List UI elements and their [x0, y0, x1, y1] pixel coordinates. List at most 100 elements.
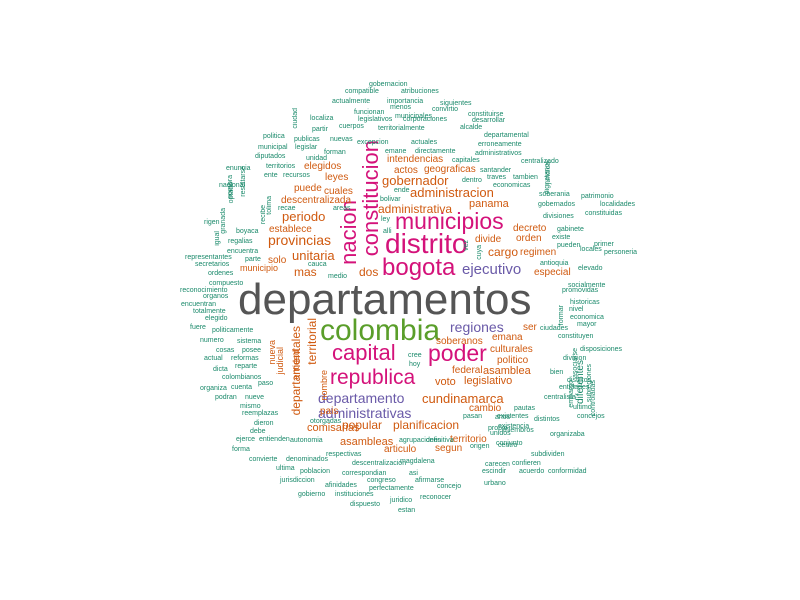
word-entienden: entienden	[259, 436, 290, 443]
word-nombre: nombre	[319, 370, 329, 401]
word-afinidades: afinidades	[325, 482, 357, 489]
word-territorialmente: territorialmente	[378, 125, 425, 132]
word-instituciones: instituciones	[335, 491, 374, 498]
word-totalmente: totalmente	[193, 308, 226, 315]
word-escindir: escindir	[482, 468, 507, 475]
word-gobernados: gobernados	[538, 201, 575, 208]
word-departamento: departamento	[318, 390, 405, 406]
word-numero: numero	[200, 337, 224, 344]
word-funcionan: funcionan	[354, 109, 385, 116]
word-importancia: importancia	[387, 98, 424, 105]
word-dos: dos	[359, 265, 379, 279]
word-dentro: dentro	[462, 177, 482, 184]
word-nombra: nombra	[227, 175, 234, 199]
word-desarrollar: desarrollar	[472, 117, 506, 124]
word-actualmente: actualmente	[332, 98, 371, 105]
word-establece: establece	[269, 224, 312, 235]
word-unidos: unidos	[490, 430, 511, 437]
word-colombianos: colombianos	[222, 374, 262, 381]
word-compatible: compatible	[345, 88, 379, 95]
word-organizaba: organizaba	[550, 431, 585, 438]
word-constituirse: constituirse	[468, 111, 504, 118]
word-cuerpos: cuerpos	[339, 123, 364, 130]
word-afirmarse: afirmarse	[415, 477, 445, 484]
word-gobierno: gobierno	[298, 491, 326, 498]
word-legislativo: legislativo	[464, 375, 513, 387]
word-embargo: embargo	[568, 380, 575, 408]
word-localidades: localidades	[600, 201, 636, 208]
word-organos: organos	[203, 293, 229, 300]
word-forman: forman	[324, 149, 346, 156]
word-ende: ende	[394, 187, 410, 194]
word-soberanos: soberanos	[436, 336, 483, 347]
word-constituyen: constituyen	[558, 333, 594, 340]
word-excepcion: excepcion	[357, 139, 389, 146]
word-ente: ente	[264, 172, 278, 179]
word-administrativos: administrativos	[475, 150, 522, 157]
word-reemplazas: reemplazas	[242, 410, 279, 417]
word-urbano: urbano	[484, 480, 506, 487]
word-asi: asi	[409, 470, 418, 477]
word-comisarias: comisarias	[307, 422, 360, 434]
word-definitiva: definitiva	[426, 437, 454, 444]
word-ciudades: ciudades	[540, 325, 569, 332]
word-secretarios: secretarios	[195, 261, 230, 268]
word-ultimo: ultimo	[573, 404, 592, 411]
word-capitales: capitales	[452, 157, 480, 164]
word-autonomia: autonomia	[290, 437, 323, 444]
word-cambio: cambio	[469, 403, 502, 414]
word-soberania: soberania	[539, 191, 570, 198]
word-descentralizada: descentralizada	[281, 195, 352, 206]
word-regiones: regiones	[450, 319, 504, 335]
word-territorios: territorios	[266, 163, 296, 170]
word-departamentos: departamentos	[238, 275, 532, 324]
word-gobernador: gobernador	[382, 173, 449, 188]
word-decreto: decreto	[513, 223, 547, 234]
word-ser: ser	[523, 322, 537, 333]
word-traves: traves	[487, 174, 507, 181]
word-unitaria: unitaria	[292, 248, 335, 263]
word-ultima: ultima	[276, 465, 295, 472]
word-solo: solo	[268, 255, 287, 266]
word-asambleas: asambleas	[340, 436, 394, 448]
word-division: division	[563, 355, 587, 362]
word-municipales: municipales	[395, 113, 432, 120]
word-reformas: reformas	[231, 355, 259, 362]
word-judicial: judicial	[275, 347, 285, 375]
word-alcalde: alcalde	[460, 124, 483, 131]
word-dieron: dieron	[254, 420, 274, 427]
word-cuales: cuales	[324, 186, 353, 197]
word-divisiones: divisiones	[543, 213, 574, 220]
word-diputados: diputados	[255, 153, 286, 160]
word-divide: divide	[475, 234, 502, 245]
word-locales: locales	[580, 246, 602, 253]
word-cree: cree	[408, 352, 422, 359]
word-siguientes: siguientes	[440, 100, 472, 107]
word-gobernacion: gobernacion	[369, 81, 408, 88]
word-erroneamente: erroneamente	[478, 141, 522, 148]
word-bolivar: bolivar	[380, 196, 401, 203]
word-constituidas: constituidas	[585, 210, 622, 217]
word-correspondian: correspondian	[342, 470, 387, 477]
word-podran: podran	[215, 394, 237, 401]
word-administracion: administracion	[410, 185, 494, 200]
word-ejecutivo: ejecutivo	[462, 261, 522, 278]
word-personeria: personeria	[604, 249, 638, 256]
word-convirtio: convirtio	[432, 106, 459, 113]
word-encuentra: encuentra	[227, 248, 259, 255]
word-forma: forma	[232, 446, 250, 453]
word-concejo: concejo	[437, 483, 462, 490]
word-cuya: cuya	[476, 245, 483, 260]
word-encuentran: encuentran	[181, 301, 217, 308]
word-historicas: historicas	[570, 299, 600, 306]
word-carecen: carecen	[485, 461, 510, 468]
word-emana: emana	[492, 332, 523, 343]
word-nueve: nueve	[245, 394, 265, 401]
word-cosas: cosas	[216, 347, 235, 354]
word-asamblea: asamblea	[483, 365, 531, 377]
word-municipal: municipal	[258, 144, 288, 151]
word-leyes: leyes	[325, 172, 349, 183]
word-existencia: existencia	[498, 423, 530, 430]
word-ordenes: ordenes	[208, 270, 234, 277]
